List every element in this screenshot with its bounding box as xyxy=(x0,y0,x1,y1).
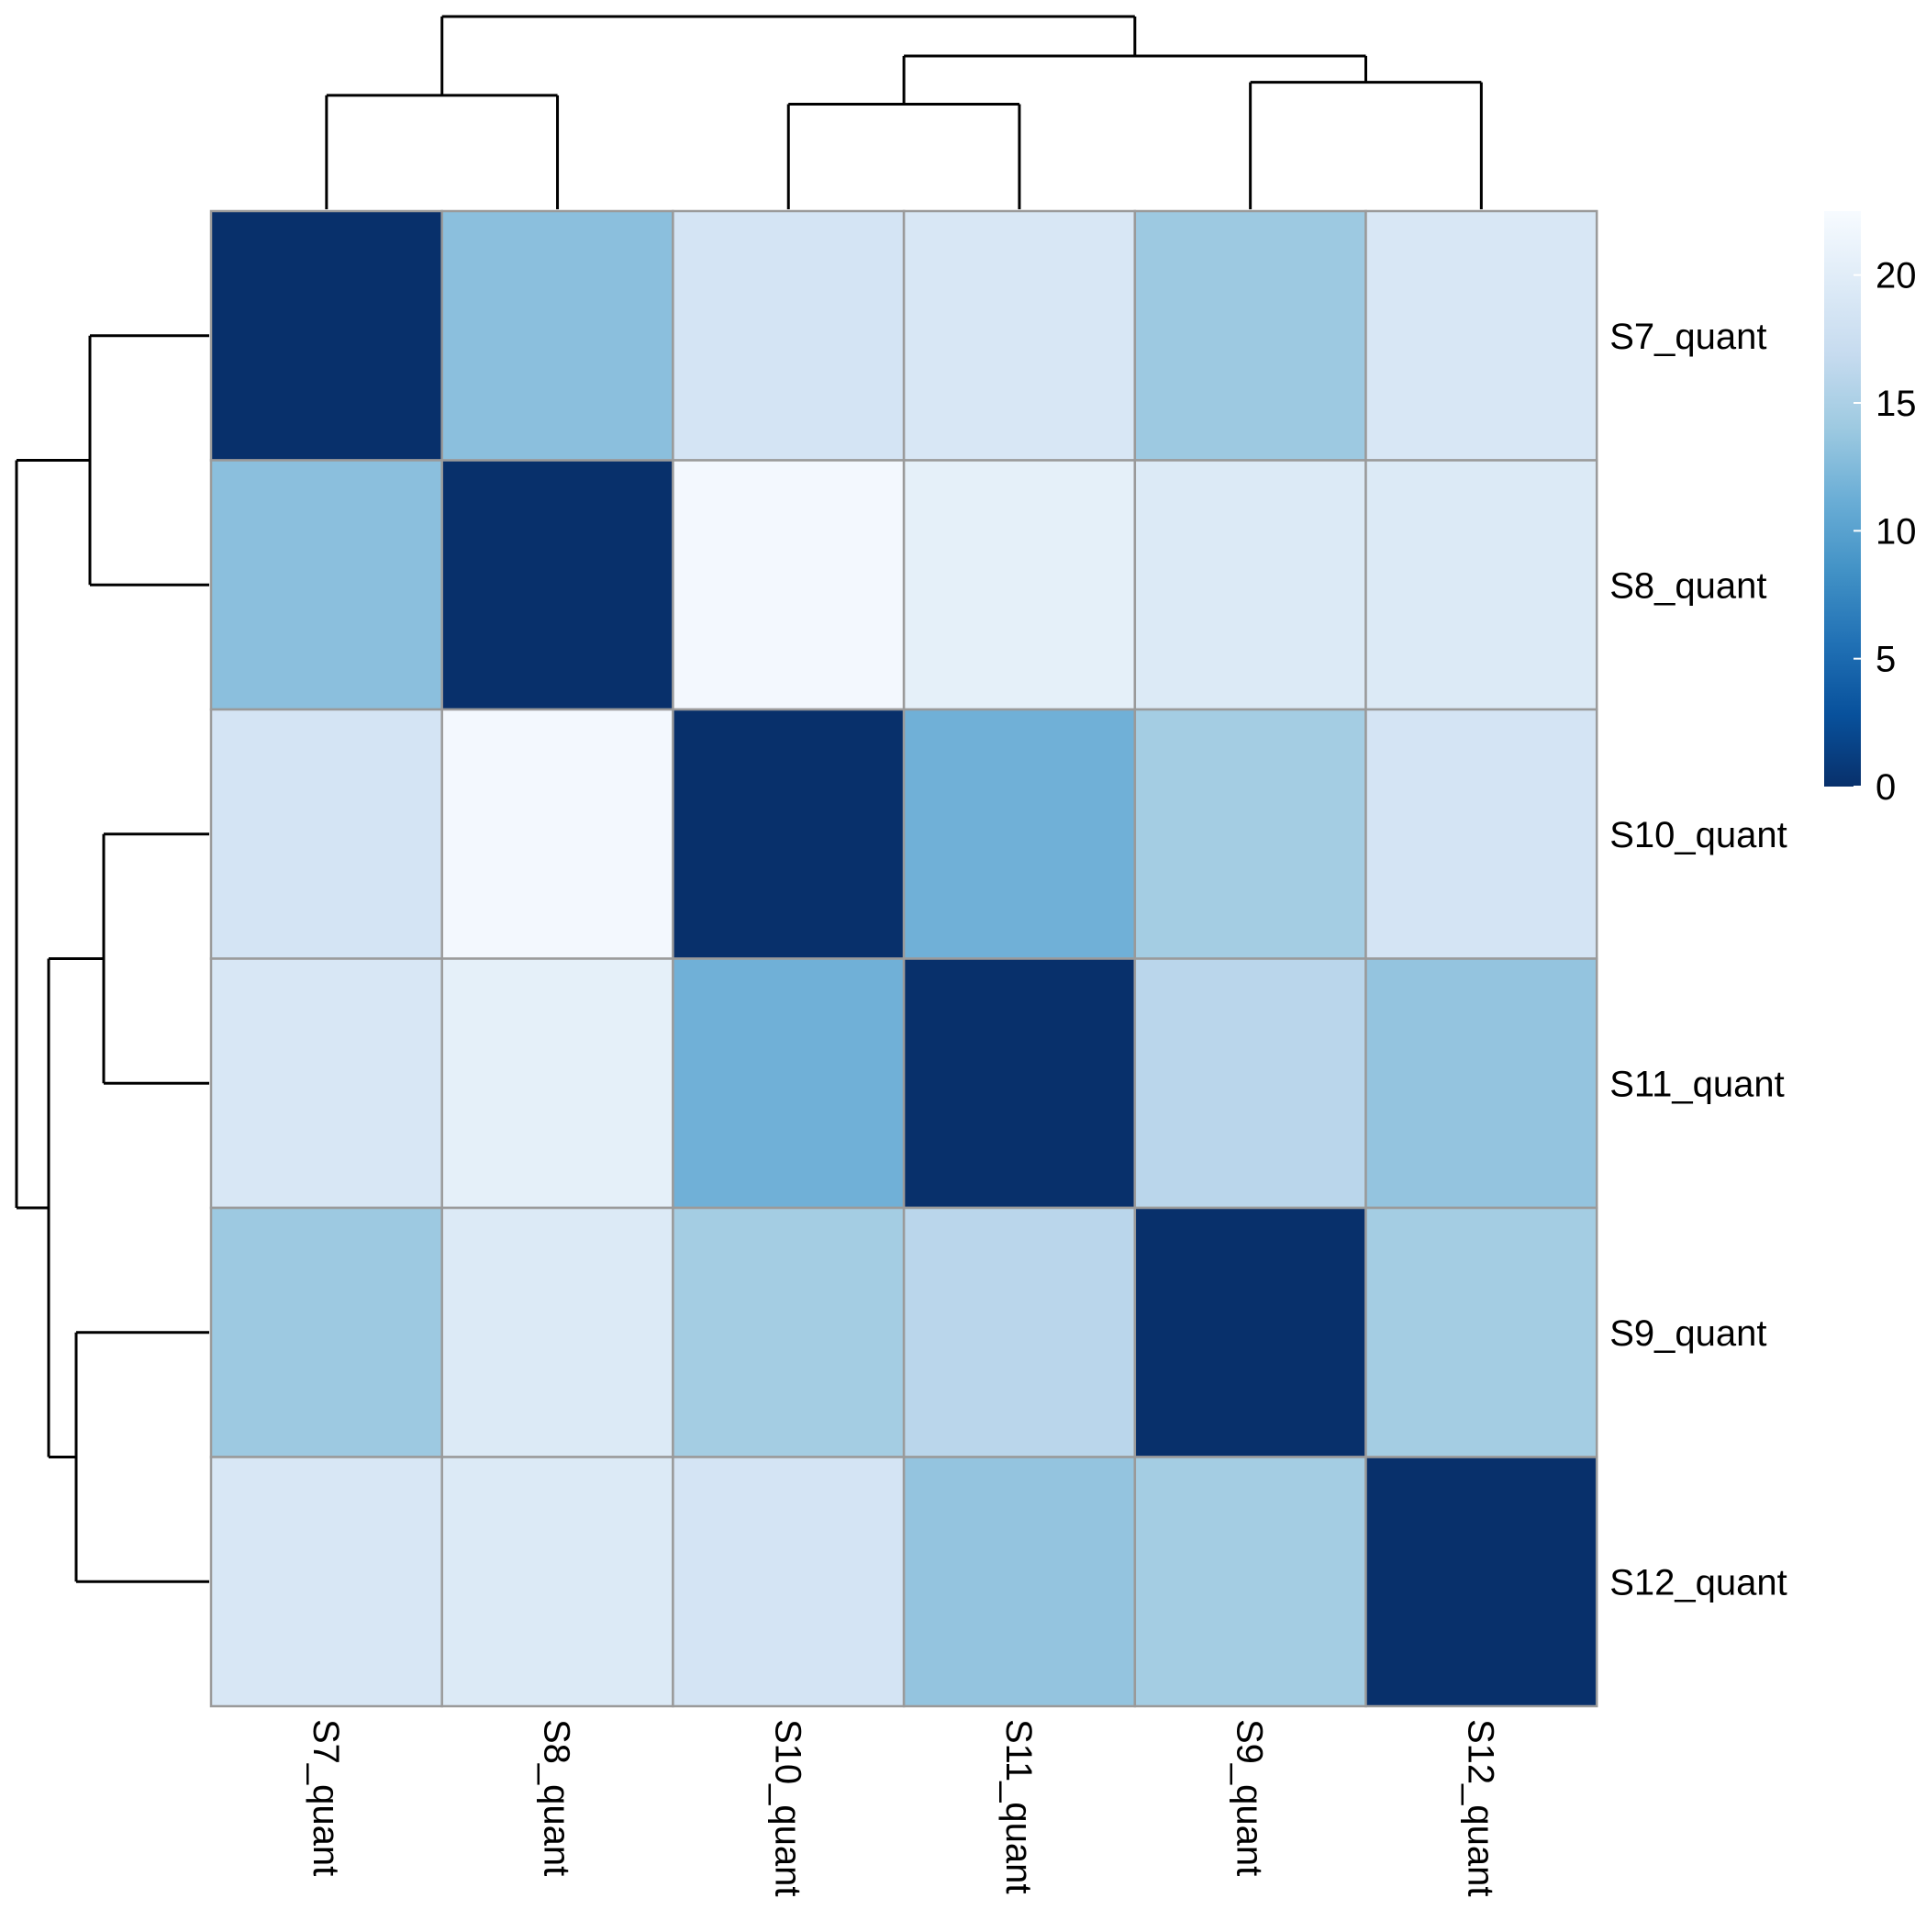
row-label: S9_quant xyxy=(1609,1313,1766,1354)
heatmap-cell xyxy=(1133,708,1367,960)
heatmap-cell xyxy=(672,209,906,462)
color-legend-bar xyxy=(1824,211,1861,787)
heatmap-cell xyxy=(1133,1206,1367,1458)
row-label: S8_quant xyxy=(1609,565,1766,606)
heatmap-cell xyxy=(209,1456,443,1708)
column-dendrogram xyxy=(325,15,1483,209)
color-legend-tick-label: 5 xyxy=(1876,640,1896,680)
color-legend-tick-label: 20 xyxy=(1876,256,1917,296)
row-dendrogram xyxy=(15,334,209,1583)
heatmap-cell xyxy=(1133,1456,1367,1708)
heatmap-cell xyxy=(209,708,443,960)
column-label: S9_quant xyxy=(1230,1719,1270,1876)
heatmap-cell xyxy=(1364,1456,1598,1708)
heatmap-cell xyxy=(1364,708,1598,960)
column-label: S8_quant xyxy=(537,1719,577,1876)
heatmap-cell xyxy=(672,459,906,711)
heatmap-cell xyxy=(1364,1206,1598,1458)
heatmap-cell xyxy=(440,209,674,462)
color-legend: 0 5 10 15 20 xyxy=(1824,211,1917,808)
heatmap-cell xyxy=(672,1206,906,1458)
heatmap-cell xyxy=(902,1206,1137,1458)
row-label: S11_quant xyxy=(1609,1064,1785,1104)
heatmap-cell xyxy=(1364,957,1598,1210)
color-legend-tick-label: 15 xyxy=(1876,384,1917,424)
heatmap-cell xyxy=(1364,459,1598,711)
heatmap-cell xyxy=(1133,957,1367,1210)
row-label: S12_quant xyxy=(1609,1562,1787,1603)
heatmap-cell xyxy=(902,1456,1137,1708)
heatmap-cell xyxy=(902,957,1137,1210)
column-label: S7_quant xyxy=(306,1719,346,1876)
heatmap-cell xyxy=(440,708,674,960)
row-label: S10_quant xyxy=(1609,815,1787,855)
color-legend-tick-label: 0 xyxy=(1876,767,1896,808)
heatmap-cell xyxy=(440,957,674,1210)
heatmap-cell xyxy=(440,459,674,711)
heatmap-cell xyxy=(672,1456,906,1708)
heatmap-cell xyxy=(902,209,1137,462)
column-label: S10_quant xyxy=(767,1719,807,1897)
heatmap-cell xyxy=(902,708,1137,960)
heatmap-cell xyxy=(440,1206,674,1458)
heatmap-cell xyxy=(209,459,443,711)
heatmap-cell xyxy=(440,1456,674,1708)
heatmap-cell xyxy=(672,957,906,1210)
heatmap-cell xyxy=(209,209,443,462)
column-labels: S7_quant S8_quant S10_quant S11_quant S9_qua… xyxy=(306,1719,1500,1897)
row-labels: S7_quant S8_quant S10_quant S11_quant S9_qua… xyxy=(1609,317,1787,1603)
heatmap-cell xyxy=(902,459,1137,711)
heatmap-cell xyxy=(1133,209,1367,462)
heatmap-cell xyxy=(209,957,443,1210)
heatmap-cell xyxy=(209,1206,443,1458)
heatmap-cell xyxy=(1364,209,1598,462)
row-label: S7_quant xyxy=(1609,317,1766,357)
heatmap-cell xyxy=(672,708,906,960)
color-legend-tick-label: 10 xyxy=(1876,511,1917,552)
heatmap-cells xyxy=(209,209,1598,1708)
column-label: S12_quant xyxy=(1460,1719,1500,1897)
column-label: S11_quant xyxy=(998,1719,1039,1894)
heatmap-cell xyxy=(1133,459,1367,711)
